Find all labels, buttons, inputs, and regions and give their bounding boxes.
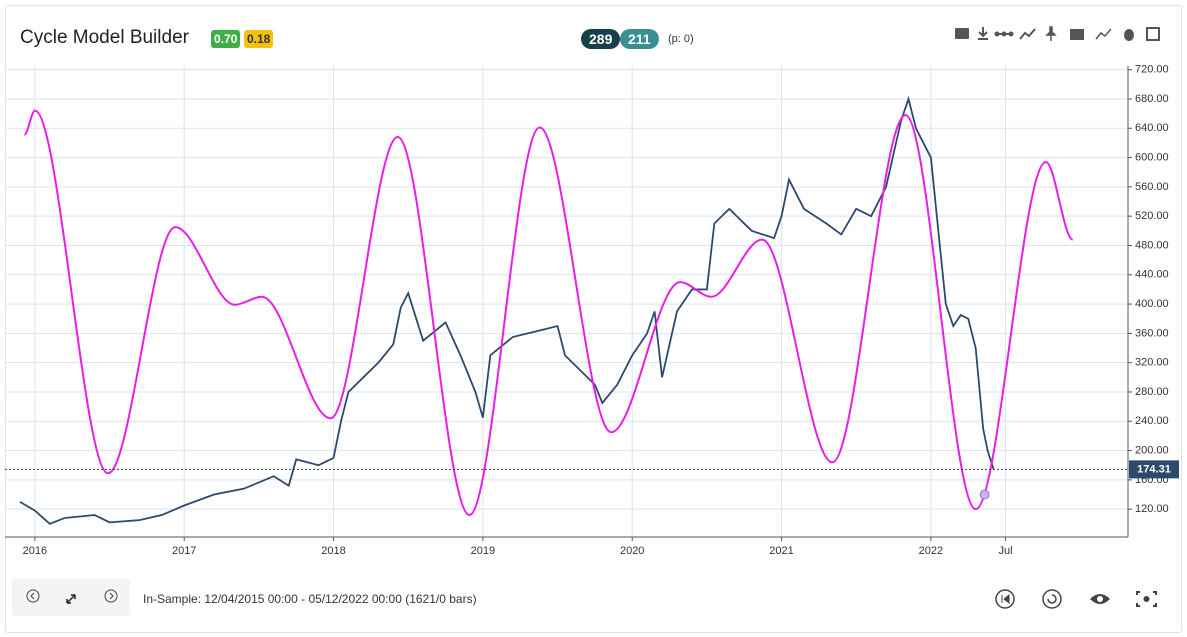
- badge-green: 0.70: [211, 30, 241, 48]
- count-dark: 289: [581, 29, 621, 49]
- count-teal: 211: [620, 29, 659, 49]
- y-tick-label: 360.00: [1135, 327, 1169, 339]
- x-tick-label: 2021: [769, 545, 793, 557]
- card: [5, 5, 1182, 633]
- x-tick-label: 2017: [172, 545, 196, 557]
- toolbar[interactable]: [950, 24, 1170, 44]
- chart: 120.00160.00200.00240.00280.00320.00360.…: [5, 64, 1179, 557]
- y-tick-label: 600.00: [1135, 151, 1169, 163]
- y-tick-label: 520.00: [1135, 210, 1169, 222]
- price-line: [19, 95, 995, 525]
- x-tick-label: Jul: [999, 545, 1013, 557]
- p-label: (p: 0): [668, 33, 694, 45]
- badge-yellow: 0.18: [244, 30, 274, 48]
- y-tick-label: 400.00: [1135, 298, 1169, 310]
- y-tick-label: 120.00: [1135, 503, 1169, 515]
- x-tick-label: 2019: [471, 545, 495, 557]
- last-price-box: [1129, 460, 1179, 479]
- y-tick-label: 440.00: [1135, 269, 1169, 281]
- in-sample-range: In-Sample: 12/04/2015 00:00 - 05/12/2022…: [143, 592, 477, 606]
- y-tick-label: 200.00: [1135, 444, 1169, 456]
- x-tick-label: 2020: [620, 545, 644, 557]
- cycle-line: [23, 109, 1074, 517]
- y-tick-label: 320.00: [1135, 357, 1169, 369]
- y-tick-label: 280.00: [1135, 386, 1169, 398]
- nav-icons[interactable]: [12, 578, 130, 616]
- x-tick-label: 2018: [321, 545, 345, 557]
- y-tick-label: 480.00: [1135, 239, 1169, 251]
- footer-icons[interactable]: [990, 585, 1170, 615]
- last-price-label: 174.31: [1137, 463, 1171, 475]
- y-tick-label: 560.00: [1135, 181, 1169, 193]
- y-tick-label: 640.00: [1135, 122, 1169, 134]
- y-tick-label: 240.00: [1135, 415, 1169, 427]
- y-tick-label: 720.00: [1135, 64, 1169, 76]
- nav-buttons[interactable]: [12, 578, 130, 616]
- marker: [979, 489, 990, 500]
- x-tick-label: 2016: [23, 545, 47, 557]
- title: Cycle Model Builder: [20, 27, 189, 48]
- y-tick-label: 680.00: [1135, 93, 1169, 105]
- x-tick-label: 2022: [919, 545, 943, 557]
